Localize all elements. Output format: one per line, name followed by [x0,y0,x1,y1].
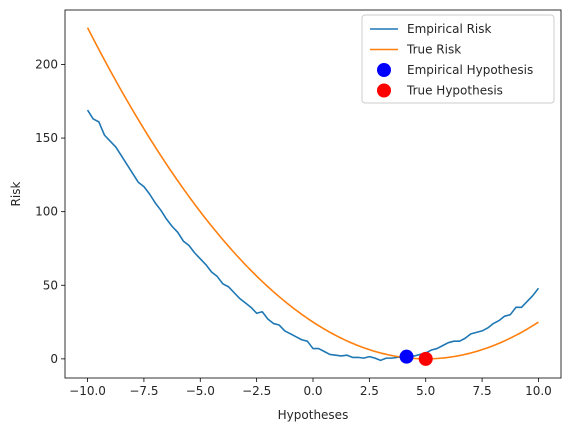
legend-empirical-risk-label: Empirical Risk [407,22,492,36]
x-tick-label: −5.0 [186,384,215,398]
x-tick-label: 0.0 [303,384,322,398]
legend: Empirical Risk True Risk Empirical Hypothe… [361,14,555,104]
legend-empirical-hypothesis-swatch [377,63,391,77]
x-tick-label: −10.0 [69,384,106,398]
x-tick-label: 5.0 [416,384,435,398]
empirical-hypothesis-point [399,349,414,364]
legend-true-hypothesis-swatch [377,83,391,98]
x-tick-label: −2.5 [242,384,271,398]
plot-clipped [86,27,540,366]
x-axis-label: Hypotheses [278,408,349,422]
x-tick-label: −7.5 [129,384,158,398]
true-risk-line [86,27,539,360]
y-tick-label: 0 [50,352,58,366]
legend-true-hypothesis-label: True Hypothesis [406,84,503,98]
x-tick-label: 7.5 [473,384,492,398]
y-tick-label: 150 [35,131,58,145]
plot-area [86,27,540,366]
x-tick-label: 10.0 [525,384,552,398]
y-axis-label: Risk [9,182,23,207]
y-tick-label: 200 [35,57,58,71]
x-tick-label: 2.5 [360,384,379,398]
true-hypothesis-point [418,351,433,366]
empirical-risk-line [86,109,540,362]
legend-true-risk-label: True Risk [406,43,461,57]
axes: −10.0 −7.5 −5.0 −2.5 0.0 2.5 5.0 7.5 10.0 0 50 100 1… [9,9,562,422]
legend-empirical-hypothesis-label: Empirical Hypothesis [407,63,533,77]
legend-box [361,14,555,104]
y-tick-label: 100 [35,205,58,219]
y-tick-label: 50 [43,278,58,292]
